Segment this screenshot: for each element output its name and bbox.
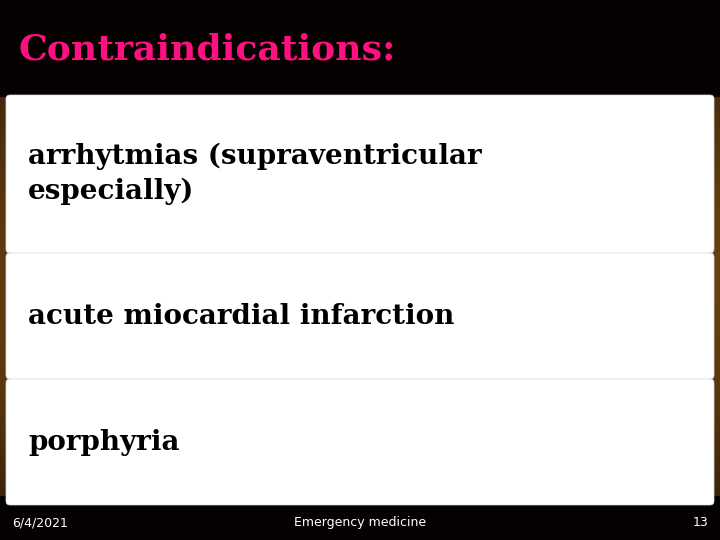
FancyBboxPatch shape bbox=[6, 253, 714, 379]
Bar bbox=[0, 505, 720, 540]
Text: acute miocardial infarction: acute miocardial infarction bbox=[28, 302, 454, 329]
Text: porphyria: porphyria bbox=[28, 429, 179, 456]
Text: 13: 13 bbox=[692, 516, 708, 529]
Text: Emergency medicine: Emergency medicine bbox=[294, 516, 426, 529]
Text: arrhytmias (supraventricular
especially): arrhytmias (supraventricular especially) bbox=[28, 143, 482, 205]
FancyBboxPatch shape bbox=[6, 379, 714, 505]
Text: 6/4/2021: 6/4/2021 bbox=[12, 516, 68, 529]
FancyBboxPatch shape bbox=[6, 95, 714, 253]
Bar bbox=[0, 0, 720, 95]
Text: Contraindications:: Contraindications: bbox=[18, 33, 395, 67]
